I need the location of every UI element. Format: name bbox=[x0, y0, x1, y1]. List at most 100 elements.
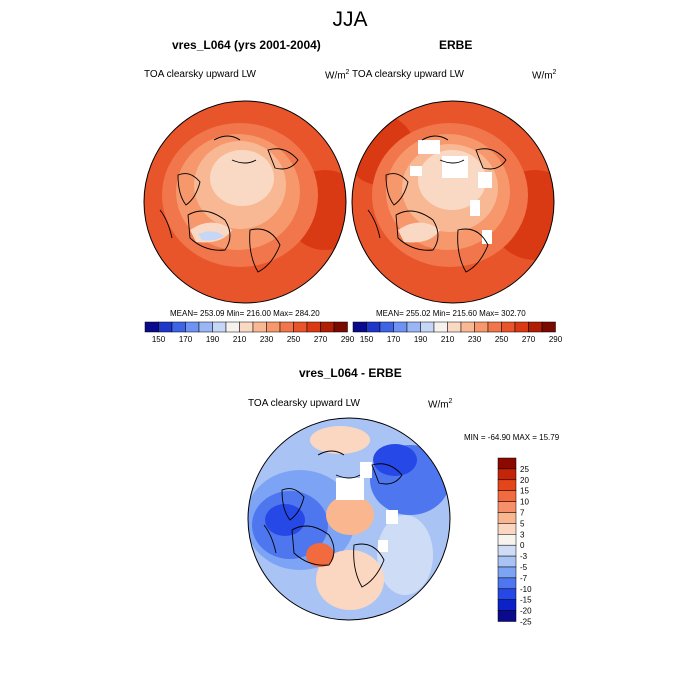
colorbar-box bbox=[487, 321, 502, 333]
colorbar-tick-label: 290 bbox=[341, 335, 355, 344]
left-label-erbe: TOA clearsky upward LW bbox=[352, 69, 464, 80]
colorbar-box bbox=[497, 501, 517, 513]
colorbar-box bbox=[497, 610, 517, 622]
page-title: JJA bbox=[332, 8, 368, 31]
colorbar-box bbox=[497, 566, 517, 579]
map-erbe-missing-2 bbox=[442, 156, 468, 178]
colorbar-box bbox=[497, 468, 517, 481]
colorbar-tick-label: 210 bbox=[441, 335, 455, 344]
colorbar-box bbox=[460, 321, 475, 333]
colorbar-box bbox=[497, 599, 517, 611]
map-erbe bbox=[352, 101, 554, 303]
colorbar-box bbox=[528, 321, 543, 333]
colorbar-tick-label: 5 bbox=[520, 519, 525, 528]
map-diff-pos-spot bbox=[306, 543, 334, 567]
colorbar-tick-label: 270 bbox=[522, 335, 536, 344]
map-erbe-greenland bbox=[398, 222, 440, 243]
colorbar-tick-label: 10 bbox=[520, 498, 529, 507]
stats-diff: MIN = -64.90 MAX = 15.79 bbox=[464, 433, 560, 442]
colorbar-box bbox=[379, 321, 394, 333]
colorbar-tick-label: 150 bbox=[152, 335, 166, 344]
map-model-core bbox=[210, 150, 274, 206]
colorbar-box bbox=[279, 321, 294, 333]
colorbar-tick-label: -3 bbox=[520, 552, 528, 561]
colorbar-box bbox=[497, 577, 517, 590]
colorbar-box bbox=[171, 321, 186, 333]
colorbar-tick-label: -10 bbox=[520, 585, 532, 594]
map-diff-weak-east bbox=[377, 515, 433, 595]
colorbar-box bbox=[212, 321, 227, 333]
colorbar-box bbox=[501, 321, 516, 333]
colorbar-box bbox=[239, 321, 254, 333]
map-model bbox=[144, 101, 346, 303]
colorbar-tick-label: 0 bbox=[520, 541, 525, 550]
colorbar-box bbox=[497, 512, 517, 524]
colorbar-tick-label: 190 bbox=[414, 335, 428, 344]
colorbar-tick-label: 7 bbox=[520, 509, 525, 518]
colorbar-tick-label: -15 bbox=[520, 596, 532, 605]
map-erbe-missing-6 bbox=[410, 166, 422, 176]
colorbar-box bbox=[497, 479, 517, 491]
left-label-model: TOA clearsky upward LW bbox=[144, 69, 256, 80]
coast-diff bbox=[263, 450, 403, 588]
panel-title-model: vres_L064 (yrs 2001-2004) bbox=[172, 38, 321, 52]
colorbar-box bbox=[266, 321, 281, 333]
colorbar-box bbox=[198, 321, 213, 333]
colorbar-box bbox=[306, 321, 321, 333]
colorbar-tick-label: 170 bbox=[179, 335, 193, 344]
stats-model: MEAN= 253.09 Min= 216.00 Max= 284.20 bbox=[170, 309, 320, 318]
colorbar-box bbox=[293, 321, 308, 333]
map-model-cold-spot bbox=[198, 231, 224, 241]
map-diff-pos-north bbox=[310, 426, 370, 454]
units-diff: W/m2 bbox=[428, 398, 453, 411]
colorbar-box bbox=[144, 321, 159, 333]
map-erbe-missing-5 bbox=[482, 230, 492, 244]
colorbar-box bbox=[393, 321, 408, 333]
map-diff bbox=[248, 418, 450, 620]
panel-title-diff: vres_L064 - ERBE bbox=[299, 366, 402, 380]
colorbar-tick-label: 170 bbox=[387, 335, 401, 344]
colorbar-box bbox=[497, 534, 517, 546]
colorbar-box bbox=[514, 321, 529, 333]
colorbar-box bbox=[433, 321, 448, 333]
map-diff-pos-center bbox=[326, 495, 374, 535]
colorbar-box bbox=[406, 321, 421, 333]
units-model: W/m2 bbox=[325, 69, 350, 82]
map-erbe-missing-3 bbox=[478, 172, 492, 188]
colorbar-box bbox=[497, 490, 517, 502]
colorbar-box bbox=[497, 588, 517, 600]
colorbar-box bbox=[474, 321, 489, 333]
colorbar-tick-label: 250 bbox=[495, 335, 509, 344]
colorbar-tick-label: -7 bbox=[520, 574, 528, 583]
map-diff-neg-east-core bbox=[373, 444, 417, 476]
colorbar-tick-label: 190 bbox=[206, 335, 220, 344]
map-erbe-core bbox=[418, 150, 486, 210]
colorbar-tick-label: -5 bbox=[520, 563, 528, 572]
colorbar-tick-label: 290 bbox=[549, 335, 563, 344]
colorbar-box bbox=[320, 321, 335, 333]
map-diff-missing-1 bbox=[336, 478, 364, 500]
colorbar-tick-label: 210 bbox=[233, 335, 247, 344]
colorbar-box bbox=[158, 321, 173, 333]
colorbar-box bbox=[497, 555, 517, 568]
colorbar-box bbox=[541, 321, 556, 333]
colorbar-tick-label: -20 bbox=[520, 607, 532, 616]
colorbar-box bbox=[185, 321, 200, 333]
colorbar-box bbox=[252, 321, 267, 333]
colorbar-box bbox=[366, 321, 381, 333]
colorbar-box bbox=[420, 321, 435, 333]
coast-erbe bbox=[367, 135, 507, 273]
colorbar-tick-label: 250 bbox=[287, 335, 301, 344]
colorbar-box bbox=[497, 523, 517, 535]
units-erbe: W/m2 bbox=[532, 69, 557, 82]
colorbar-tick-label: 25 bbox=[520, 465, 529, 474]
left-label-diff: TOA clearsky upward LW bbox=[248, 398, 360, 409]
map-diff-neg-core bbox=[265, 504, 305, 536]
map-model-border bbox=[143, 100, 347, 304]
map-erbe-missing-4 bbox=[470, 200, 480, 216]
map-diff-pos-south bbox=[316, 550, 384, 610]
colorbar-box bbox=[333, 321, 348, 333]
colorbar-diff: 25 20 15 10 75 3 0 -3 -5 -7 -10 -15 -20 -25 bbox=[497, 457, 532, 627]
colorbar-box bbox=[497, 457, 517, 470]
